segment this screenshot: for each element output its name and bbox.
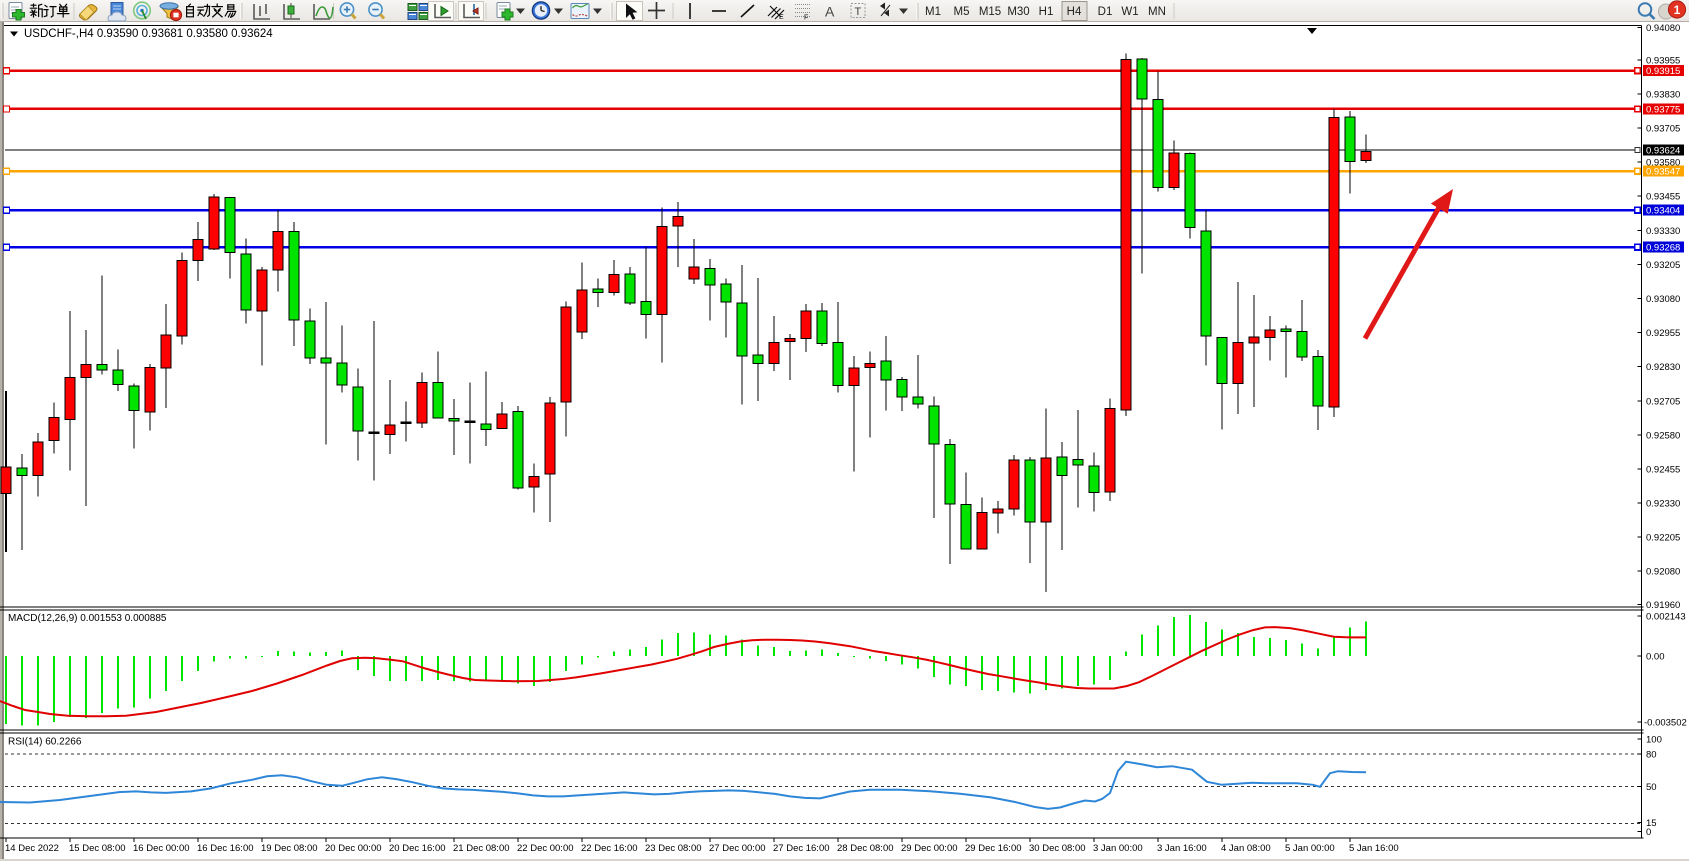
svg-text:0.92455: 0.92455 — [1646, 464, 1680, 475]
svg-text:5 Jan 00:00: 5 Jan 00:00 — [1285, 843, 1335, 854]
svg-text:0.93455: 0.93455 — [1646, 192, 1680, 203]
svg-text:0.92955: 0.92955 — [1646, 328, 1680, 339]
svg-text:T: T — [855, 6, 862, 18]
svg-text:0.92080: 0.92080 — [1646, 567, 1680, 578]
svg-text:100: 100 — [1646, 735, 1662, 746]
svg-text:80: 80 — [1646, 750, 1657, 761]
svg-text:15: 15 — [1646, 818, 1657, 829]
svg-text:0.94080: 0.94080 — [1646, 23, 1680, 34]
svg-text:5 Jan 16:00: 5 Jan 16:00 — [1349, 843, 1399, 854]
svg-text:M30: M30 — [1007, 6, 1029, 18]
svg-text:19 Dec 08:00: 19 Dec 08:00 — [261, 843, 318, 854]
svg-text:0.92330: 0.92330 — [1646, 499, 1680, 510]
svg-text:0.93205: 0.93205 — [1646, 260, 1680, 271]
svg-text:16 Dec 00:00: 16 Dec 00:00 — [133, 843, 190, 854]
svg-text:0.93915: 0.93915 — [1646, 66, 1680, 77]
svg-text:27 Dec 16:00: 27 Dec 16:00 — [773, 843, 830, 854]
svg-text:M5: M5 — [954, 6, 970, 18]
svg-text:0.93547: 0.93547 — [1646, 167, 1680, 178]
svg-text:0.93830: 0.93830 — [1646, 89, 1680, 100]
svg-text:14 Dec 2022: 14 Dec 2022 — [5, 843, 59, 854]
svg-text:W1: W1 — [1121, 6, 1138, 18]
svg-text:27 Dec 00:00: 27 Dec 00:00 — [709, 843, 766, 854]
svg-text:MN: MN — [1148, 6, 1166, 18]
svg-text:0.93404: 0.93404 — [1646, 206, 1680, 217]
svg-text:0.002143: 0.002143 — [1646, 612, 1686, 623]
svg-text:0.93624: 0.93624 — [1646, 146, 1680, 157]
svg-text:0: 0 — [1646, 827, 1651, 838]
svg-text:M1: M1 — [925, 6, 941, 18]
svg-text:23 Dec 08:00: 23 Dec 08:00 — [645, 843, 702, 854]
svg-text:F: F — [804, 15, 808, 22]
svg-text:0.92205: 0.92205 — [1646, 533, 1680, 544]
svg-text:0.93705: 0.93705 — [1646, 123, 1680, 134]
svg-text:1: 1 — [1674, 3, 1681, 17]
svg-text:0.93330: 0.93330 — [1646, 226, 1680, 237]
svg-text:20 Dec 16:00: 20 Dec 16:00 — [389, 843, 446, 854]
svg-text:29 Dec 16:00: 29 Dec 16:00 — [965, 843, 1022, 854]
svg-text:3 Jan 00:00: 3 Jan 00:00 — [1093, 843, 1143, 854]
svg-text:28 Dec 08:00: 28 Dec 08:00 — [837, 843, 894, 854]
svg-text:22 Dec 16:00: 22 Dec 16:00 — [581, 843, 638, 854]
svg-text:RSI(14) 60.2266: RSI(14) 60.2266 — [8, 737, 82, 748]
svg-text:15 Dec 08:00: 15 Dec 08:00 — [69, 843, 126, 854]
svg-text:0.93775: 0.93775 — [1646, 104, 1680, 115]
svg-text:0.93955: 0.93955 — [1646, 55, 1680, 66]
svg-text:E: E — [779, 14, 784, 21]
svg-text:0.00: 0.00 — [1646, 652, 1665, 663]
svg-text:0.92580: 0.92580 — [1646, 430, 1680, 441]
svg-text:0.91960: 0.91960 — [1646, 600, 1680, 611]
svg-text:3 Jan 16:00: 3 Jan 16:00 — [1157, 843, 1207, 854]
svg-text:0.93268: 0.93268 — [1646, 243, 1680, 254]
svg-text:D1: D1 — [1098, 6, 1113, 18]
svg-text:MACD(12,26,9) 0.001553 0.00088: MACD(12,26,9) 0.001553 0.000885 — [8, 613, 167, 624]
svg-text:H4: H4 — [1067, 6, 1082, 18]
svg-text:29 Dec 00:00: 29 Dec 00:00 — [901, 843, 958, 854]
svg-text:H1: H1 — [1039, 6, 1054, 18]
svg-text:M15: M15 — [979, 6, 1001, 18]
svg-text:0.93580: 0.93580 — [1646, 158, 1680, 169]
svg-text:0.92705: 0.92705 — [1646, 396, 1680, 407]
svg-text:21 Dec 08:00: 21 Dec 08:00 — [453, 843, 510, 854]
svg-text:22 Dec 00:00: 22 Dec 00:00 — [517, 843, 574, 854]
svg-text:0.92830: 0.92830 — [1646, 362, 1680, 373]
svg-text:16 Dec 16:00: 16 Dec 16:00 — [197, 843, 254, 854]
svg-text:50: 50 — [1646, 782, 1657, 793]
svg-text:A: A — [825, 4, 835, 20]
svg-text:30 Dec 08:00: 30 Dec 08:00 — [1029, 843, 1086, 854]
svg-text:-0.003502: -0.003502 — [1644, 718, 1687, 729]
svg-text:4 Jan 08:00: 4 Jan 08:00 — [1221, 843, 1271, 854]
svg-text:20 Dec 00:00: 20 Dec 00:00 — [325, 843, 382, 854]
svg-text:0.93080: 0.93080 — [1646, 294, 1680, 305]
svg-text:USDCHF-,H4 0.93590 0.93681 0.: USDCHF-,H4 0.93590 0.93681 0.93580 0.936… — [24, 28, 273, 40]
